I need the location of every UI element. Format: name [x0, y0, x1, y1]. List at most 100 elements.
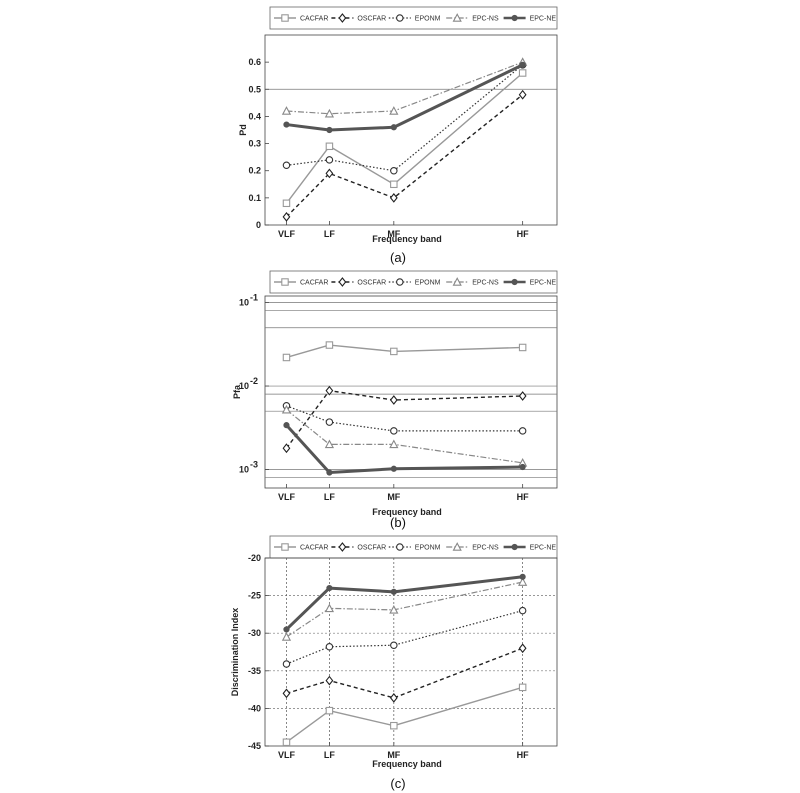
data-point [519, 463, 526, 471]
series-eponm [282, 61, 527, 175]
data-point [281, 632, 292, 641]
data-point [518, 577, 528, 586]
data-point [390, 721, 398, 730]
chart-panel-1: CACFAR OSCFAR EPONM EPC-NS EPC-NE00.10.20.30… [238, 6, 558, 265]
legend-box [269, 270, 558, 294]
plot-frame [264, 557, 558, 747]
series-line [286, 405, 523, 432]
series-epc-ns [281, 404, 528, 467]
legend-label: EPONM [415, 280, 441, 287]
legend-label: EPC-NS [472, 280, 499, 287]
data-point [518, 427, 527, 435]
series-cacfar [282, 341, 527, 362]
data-point [282, 443, 291, 454]
data-point [518, 89, 527, 100]
series-epc-ns [281, 577, 528, 641]
x-tick-label: MF [387, 750, 400, 760]
legend-label: EPC-NE [530, 280, 557, 287]
series-line [286, 409, 523, 464]
data-point [326, 469, 333, 476]
data-point [282, 211, 291, 222]
legend-marker [396, 14, 404, 22]
data-point [389, 439, 399, 449]
y-tick-label: -20 [248, 553, 261, 563]
legend-label: CACFAR [300, 280, 328, 287]
data-point [390, 465, 397, 472]
data-point [325, 142, 334, 151]
data-point [281, 404, 292, 414]
series-epc-ne [283, 573, 526, 633]
series-epc-ne [283, 422, 526, 476]
legend-marker [338, 542, 347, 552]
data-point [325, 341, 334, 349]
legend-marker [281, 14, 289, 22]
data-point [325, 418, 334, 426]
plot-frame [264, 295, 558, 489]
data-point [390, 124, 397, 131]
legend-item: EPONM [388, 14, 441, 23]
legend: CACFAR OSCFAR EPONM EPC-NS EPC-NE [269, 270, 558, 294]
y-axis-label: Discrimination Index [230, 608, 240, 697]
data-point [283, 422, 290, 429]
series-eponm [282, 402, 527, 435]
legend-marker [511, 543, 518, 551]
x-tick-label: MF [387, 492, 400, 502]
y-tick-label: 0.3 [248, 139, 261, 149]
legend-label: EPC-NE [530, 16, 557, 23]
x-tick-label: MF [387, 229, 400, 239]
legend-item: EPONM [388, 278, 441, 287]
legend-label: EPC-NS [472, 545, 499, 552]
x-tick-label: LF [324, 492, 335, 502]
series-epc-ne [283, 61, 526, 134]
data-point [389, 692, 398, 703]
legend-marker [511, 14, 518, 22]
x-tick-label: LF [324, 229, 335, 239]
legend-item: EPC-NE [503, 543, 556, 552]
series-line [285, 575, 523, 631]
legend-marker [452, 542, 462, 551]
y-tick-label: -45 [248, 741, 261, 751]
series-oscfar [282, 643, 527, 703]
legend-item: EPONM [388, 543, 441, 552]
legend-item: OSCFAR [331, 13, 386, 23]
data-point [390, 347, 398, 356]
data-point [282, 738, 291, 746]
data-point [518, 343, 527, 352]
y-tick-exponent: -2 [250, 376, 258, 386]
x-tick-label: HF [517, 229, 529, 239]
x-tick-label: LF [324, 750, 335, 760]
data-point [325, 675, 334, 686]
series-line [286, 647, 523, 699]
y-tick-label: -40 [248, 703, 261, 713]
x-axis-label: Frequency band [372, 759, 442, 769]
series-line [285, 389, 523, 449]
series-line [286, 686, 523, 743]
legend-marker [281, 543, 289, 551]
legend-item: EPC-NE [503, 278, 557, 287]
x-tick-label: VLF [278, 750, 296, 760]
y-tick-label: 10 [239, 381, 249, 391]
data-point [518, 69, 527, 77]
legend-item: CACFAR [274, 543, 328, 552]
legend-label: EPONM [415, 16, 441, 23]
panel-caption: (c) [390, 776, 405, 791]
legend-item: CACFAR [274, 14, 328, 23]
data-point [390, 180, 398, 189]
data-point [282, 353, 291, 362]
data-point [281, 106, 292, 115]
data-point [325, 168, 334, 179]
series-cacfar [282, 69, 527, 208]
legend-box [269, 6, 558, 30]
y-tick-label: -35 [248, 666, 261, 676]
y-tick-label: 0.5 [248, 84, 261, 94]
legend-item: OSCFAR [331, 277, 386, 287]
legend-label: CACFAR [300, 545, 328, 552]
legend-label: OSCFAR [357, 280, 386, 287]
data-point [518, 606, 527, 615]
data-point [325, 642, 334, 651]
data-point [282, 161, 291, 170]
x-ticks: VLF LF MF HF [278, 742, 529, 760]
series-cacfar [282, 683, 527, 746]
plot-frame [264, 34, 558, 226]
